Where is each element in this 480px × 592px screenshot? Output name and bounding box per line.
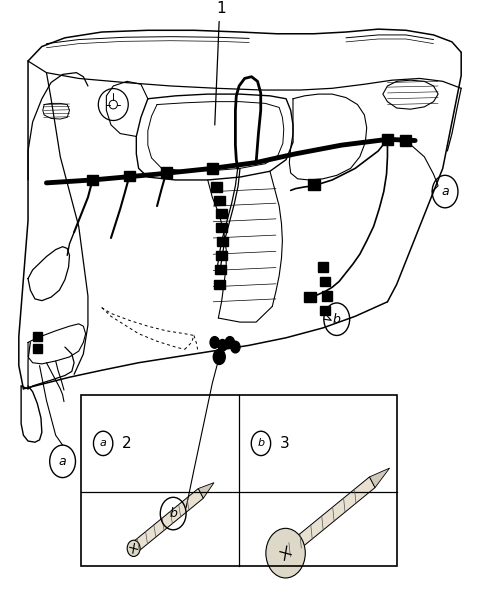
Circle shape	[213, 349, 225, 365]
Bar	[382, 134, 393, 144]
Circle shape	[225, 337, 234, 348]
Text: a: a	[59, 455, 66, 468]
Bar	[322, 291, 332, 301]
Bar	[207, 163, 218, 173]
Polygon shape	[370, 468, 390, 488]
Ellipse shape	[266, 528, 305, 578]
Bar	[216, 209, 227, 218]
Text: 1: 1	[216, 1, 226, 16]
Bar	[400, 136, 411, 146]
Text: b: b	[169, 507, 177, 520]
Bar	[318, 262, 328, 272]
Ellipse shape	[127, 540, 140, 556]
Circle shape	[210, 337, 219, 348]
Bar	[217, 237, 228, 246]
Bar	[33, 332, 42, 341]
Polygon shape	[283, 477, 375, 558]
Bar	[211, 182, 223, 192]
Circle shape	[218, 339, 227, 351]
Text: b: b	[257, 439, 264, 448]
Text: 2: 2	[122, 436, 132, 451]
Bar	[320, 277, 330, 286]
Text: b: b	[333, 313, 341, 326]
Bar	[161, 167, 172, 178]
Text: 3: 3	[280, 436, 290, 451]
Bar	[87, 175, 98, 185]
Bar	[33, 343, 42, 353]
Bar	[216, 251, 227, 260]
Bar	[304, 292, 316, 303]
Bar	[216, 223, 227, 232]
Bar	[124, 170, 135, 181]
Circle shape	[231, 341, 240, 353]
Bar	[308, 179, 320, 190]
Text: a: a	[441, 185, 449, 198]
Bar	[214, 280, 225, 289]
Bar	[320, 306, 330, 315]
Bar	[214, 195, 225, 205]
Polygon shape	[132, 488, 204, 552]
Polygon shape	[198, 482, 214, 498]
Bar	[215, 265, 226, 274]
Bar	[81, 395, 396, 566]
Text: a: a	[100, 439, 107, 448]
